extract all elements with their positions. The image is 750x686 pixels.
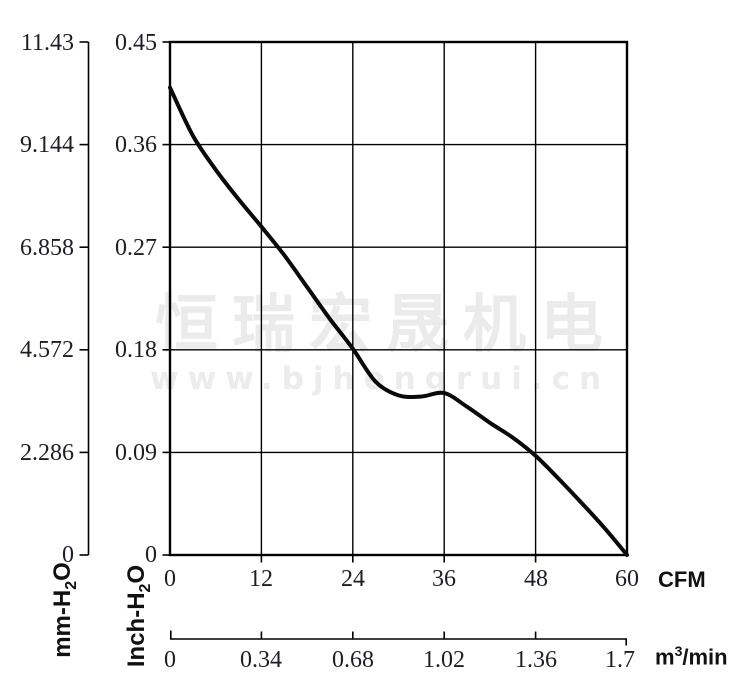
cfm-tick-label: 60 bbox=[615, 566, 639, 592]
inch-tick-label: 0.27 bbox=[115, 235, 157, 261]
mm-tick-label: 4.572 bbox=[20, 337, 74, 363]
m3min-tick-label: 1.02 bbox=[423, 647, 465, 673]
m3min-tick-label: 1.36 bbox=[515, 647, 557, 673]
cfm-tick-label: 48 bbox=[524, 566, 548, 592]
mm-tick-label: 0 bbox=[62, 542, 74, 568]
mm-axis-title: mm-H2O bbox=[49, 562, 80, 658]
watermark-company-name: 恒瑞宏晟机电 bbox=[155, 290, 617, 360]
inch-tick-label: 0.18 bbox=[115, 337, 157, 363]
inch-tick-label: 0.09 bbox=[115, 440, 157, 466]
mm-tick-label: 11.43 bbox=[20, 30, 74, 56]
inch-axis-title: Inch-H2O bbox=[123, 564, 154, 668]
m3min-tick-label: 1.7 bbox=[605, 647, 635, 673]
cfm-axis-title: CFM bbox=[658, 567, 706, 592]
cfm-axis-ticks bbox=[260, 555, 537, 563]
m3min-tick-label: 0.34 bbox=[240, 647, 282, 673]
inch-tick-label: 0 bbox=[145, 542, 157, 568]
m3min-axis-title: m3/min bbox=[655, 643, 728, 670]
grid-lines bbox=[170, 42, 627, 555]
m3min-tick-label: 0.68 bbox=[332, 647, 374, 673]
inch-axis-ticks bbox=[162, 41, 170, 556]
mm-tick-label: 2.286 bbox=[20, 440, 74, 466]
m3min-axis bbox=[170, 630, 628, 646]
cfm-tick-label: 0 bbox=[164, 566, 176, 592]
m3min-tick-label: 0 bbox=[164, 647, 176, 673]
mm-axis bbox=[79, 41, 90, 556]
inch-tick-label: 0.45 bbox=[115, 30, 157, 56]
performance-curve bbox=[168, 85, 629, 557]
inch-tick-label: 0.36 bbox=[115, 132, 157, 158]
cfm-tick-label: 24 bbox=[341, 566, 365, 592]
mm-tick-label: 9.144 bbox=[20, 132, 74, 158]
mm-tick-label: 6.858 bbox=[20, 235, 74, 261]
cfm-tick-label: 12 bbox=[249, 566, 273, 592]
cfm-tick-label: 36 bbox=[432, 566, 456, 592]
plot-border bbox=[168, 40, 629, 557]
